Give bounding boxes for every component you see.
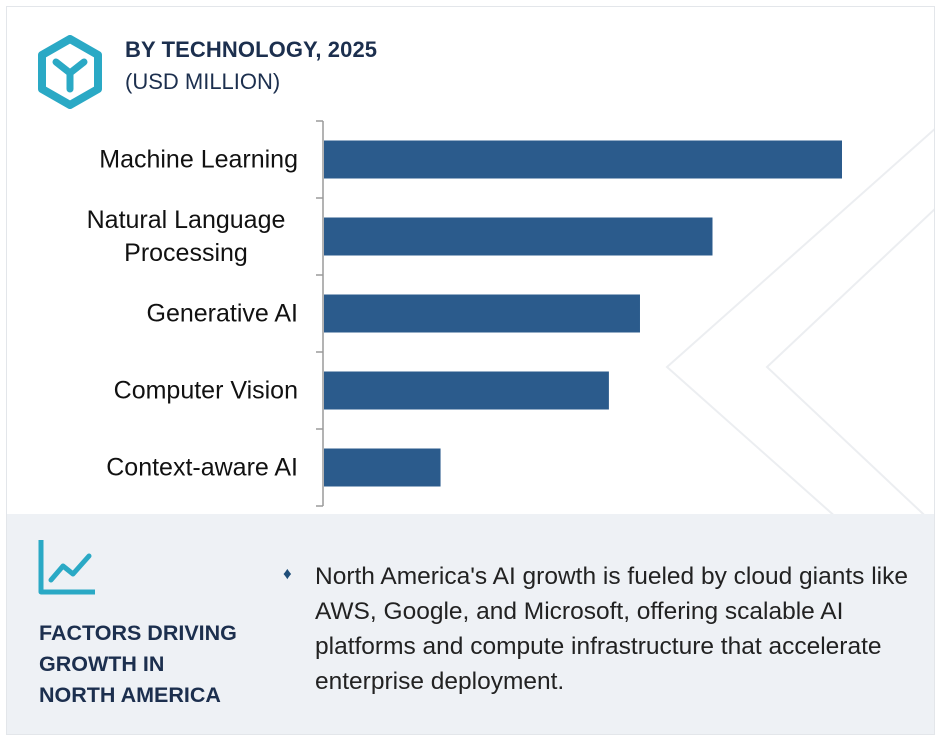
category-label: Computer Vision: [114, 377, 298, 405]
bar: [324, 371, 609, 410]
bar: [324, 294, 640, 333]
factors-title-line: GROWTH IN: [39, 652, 165, 676]
infographic-card: BY TECHNOLOGY, 2025 (USD MILLION) Machin…: [6, 6, 935, 735]
category-label: Generative AI: [147, 300, 298, 328]
bar-chart: Machine Learning Natural Language Processi…: [87, 120, 842, 507]
chart-subtitle: (USD MILLION): [125, 69, 281, 94]
factors-title-line: FACTORS DRIVING: [39, 621, 237, 645]
factor-description: North America's AI growth is fueled by c…: [315, 563, 908, 695]
factors-panel: FACTORS DRIVING GROWTH IN NORTH AMERICA …: [7, 514, 934, 734]
hexagon-y-icon: [38, 35, 102, 109]
diamond-bullet-icon: ♦: [283, 564, 292, 583]
category-label: Processing: [124, 239, 248, 267]
category-label: Machine Learning: [99, 146, 298, 174]
category-label: Context-aware AI: [106, 454, 298, 482]
factors-title: FACTORS DRIVING GROWTH IN NORTH AMERICA: [39, 618, 269, 711]
bar: [324, 140, 842, 179]
bar: [324, 448, 441, 487]
bar: [324, 217, 713, 256]
category-label: Natural Language: [87, 206, 286, 234]
factors-title-line: NORTH AMERICA: [39, 683, 221, 707]
chart-title: BY TECHNOLOGY, 2025: [125, 37, 378, 62]
line-chart-icon: [38, 540, 95, 595]
